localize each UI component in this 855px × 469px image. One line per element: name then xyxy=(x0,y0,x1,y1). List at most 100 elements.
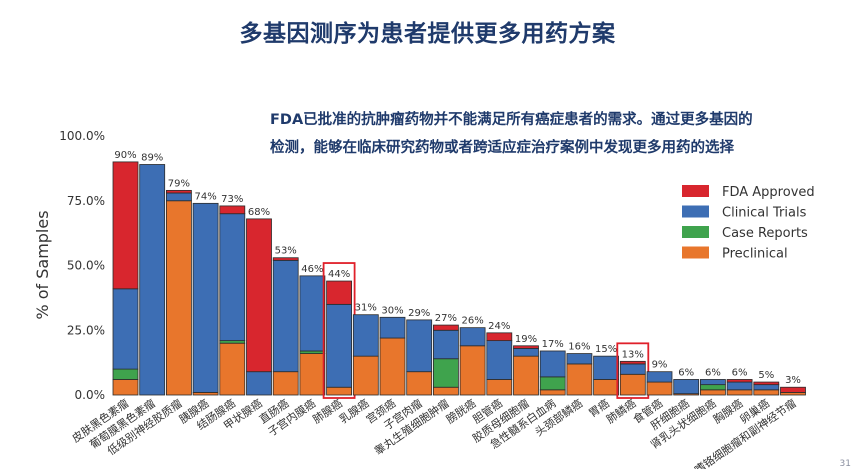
bar-segment xyxy=(165,200,192,396)
bar-segment xyxy=(326,303,353,388)
bar-segment xyxy=(299,275,326,352)
bar-segment xyxy=(619,373,646,396)
bar-segment xyxy=(379,316,406,339)
legend-label: Case Reports xyxy=(722,226,808,241)
bar-segment xyxy=(700,389,726,396)
bar-total-label: 90% xyxy=(114,150,136,161)
bar-segment xyxy=(432,324,459,331)
bar-total-label: 15% xyxy=(595,344,617,355)
bar-total-label: 19% xyxy=(515,334,537,345)
bar-segment xyxy=(700,384,726,391)
bar-total-label: 24% xyxy=(488,321,510,332)
bar-segment xyxy=(432,358,459,388)
bar-total-label: 6% xyxy=(705,367,721,378)
bar-total-label: 30% xyxy=(381,305,403,316)
bar-total-label: 27% xyxy=(435,313,457,324)
category-label: 胸腺癌 xyxy=(710,396,745,426)
bar-segment xyxy=(219,213,246,342)
bar-total-label: 5% xyxy=(758,370,774,381)
bar-segment xyxy=(165,192,192,202)
bar-segment xyxy=(539,389,566,396)
bar-segment xyxy=(246,371,272,396)
bar-segment xyxy=(139,164,166,396)
category-label: 肺鳞癌 xyxy=(603,396,638,426)
bar-segment xyxy=(673,379,700,395)
bar-segment xyxy=(619,360,646,365)
bar-segment xyxy=(112,379,139,396)
bar-segment xyxy=(566,353,593,365)
bar-segment xyxy=(726,381,753,391)
highlight-box xyxy=(616,342,650,399)
bar-segment xyxy=(726,379,753,383)
legend-swatch xyxy=(682,205,709,218)
bar-total-label: 74% xyxy=(194,191,216,202)
y-tick-label: 0.0% xyxy=(75,388,106,402)
bar-segment xyxy=(326,386,353,396)
category-label: 膀胱癌 xyxy=(443,396,478,426)
bar-segment xyxy=(192,202,219,393)
bar-segment xyxy=(326,280,353,305)
bar-segment xyxy=(219,205,246,215)
bar-segment xyxy=(459,327,486,347)
bar-segment xyxy=(219,342,246,396)
bar-segment xyxy=(486,379,513,396)
bar-segment xyxy=(646,381,673,396)
bar-segment xyxy=(593,355,619,380)
category-label: 乳腺癌 xyxy=(336,396,371,426)
bar-total-label: 29% xyxy=(408,308,430,319)
slide-title: 多基因测序为患者提供更多用药方案 xyxy=(239,21,616,47)
bar-segment xyxy=(272,259,299,373)
bar-total-label: 89% xyxy=(141,152,163,163)
bar-segment xyxy=(486,340,513,380)
bar-segment xyxy=(165,189,192,194)
y-tick-label: 50.0% xyxy=(67,259,105,273)
category-label: 肺腺癌 xyxy=(310,396,345,426)
bar-total-label: 17% xyxy=(542,339,564,350)
bar-total-label: 3% xyxy=(785,375,801,386)
y-axis-label: % of Samples xyxy=(33,210,52,319)
bar-segment xyxy=(459,345,486,396)
bar-segment xyxy=(379,337,406,396)
bar-segment xyxy=(486,332,513,342)
legend-swatch xyxy=(682,185,709,197)
bar-total-label: 26% xyxy=(461,316,483,327)
bar-segment xyxy=(432,329,459,360)
bar-segment xyxy=(246,218,272,373)
bar-segment xyxy=(272,371,299,396)
bar-segment xyxy=(299,353,326,396)
bar-segment xyxy=(432,386,459,396)
bar-total-label: 44% xyxy=(328,269,350,280)
bar-total-label: 9% xyxy=(652,360,668,371)
bar-total-label: 13% xyxy=(622,349,644,360)
bar-segment xyxy=(700,379,726,386)
bar-segment xyxy=(112,288,139,370)
bar-total-label: 68% xyxy=(248,207,270,218)
bar-segment xyxy=(513,347,539,357)
legend-swatch xyxy=(682,226,709,238)
note-line-1: FDA已批准的抗肿瘤药物并不能满足所有癌症患者的需求。通过更多基因的 xyxy=(270,112,753,128)
y-tick-label: 100.0% xyxy=(59,129,105,143)
note-line-2: 检测，能够在临床研究药物或者跨适应症治疗案例中发现更多用药的选择 xyxy=(270,140,734,156)
bar-total-label: 73% xyxy=(221,194,243,205)
bar-segment xyxy=(406,371,433,396)
bar-segment xyxy=(646,371,673,383)
bar-segment xyxy=(566,363,593,396)
bar-total-label: 79% xyxy=(168,178,190,189)
bar-total-label: 46% xyxy=(301,264,323,275)
y-tick-label: 75.0% xyxy=(67,194,105,208)
legend-label: Preclinical xyxy=(722,247,788,262)
legend-swatch xyxy=(682,246,709,259)
bar-segment xyxy=(539,376,566,391)
bar-segment xyxy=(513,345,539,349)
bar-segment xyxy=(539,350,566,378)
bar-segment xyxy=(726,389,753,396)
bar-segment xyxy=(753,389,780,396)
bar-total-label: 6% xyxy=(678,367,694,378)
bar-segment xyxy=(352,314,379,357)
bar-total-label: 53% xyxy=(275,246,297,257)
page-number: 31 xyxy=(839,459,851,469)
bar-segment xyxy=(112,368,139,380)
bar-segment xyxy=(513,355,539,396)
bar-segment xyxy=(619,363,646,375)
bar-total-label: 16% xyxy=(568,342,590,353)
